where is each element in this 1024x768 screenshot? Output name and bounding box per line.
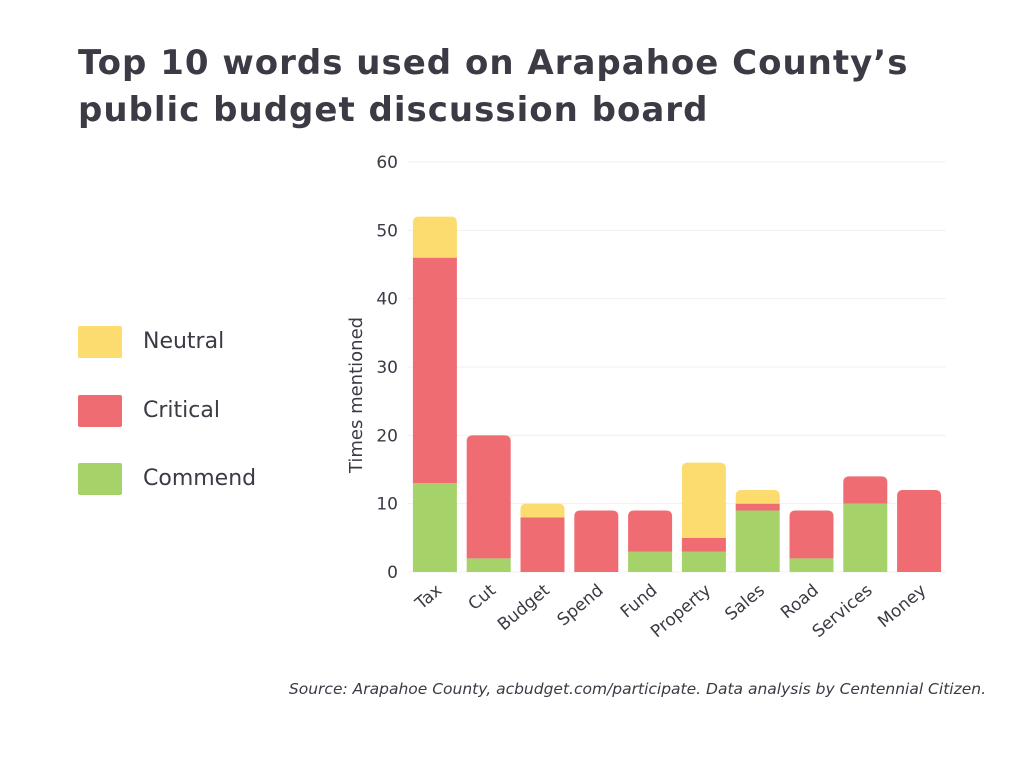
bar-cut-critical <box>466 435 511 559</box>
bars <box>412 216 942 572</box>
bar-tax-neutral <box>412 216 457 258</box>
y-axis-ticks: 0 10 20 30 40 50 60 <box>376 153 398 583</box>
x-tick-label-tax: Tax <box>411 581 446 615</box>
legend-item-neutral: Neutral <box>78 326 338 360</box>
bar-sales-critical <box>735 503 780 511</box>
bar-road-critical <box>789 510 834 559</box>
legend-item-commend: Commend <box>78 463 338 497</box>
x-tick-label-road: Road <box>777 581 823 624</box>
legend-label-commend: Commend <box>143 466 257 491</box>
y-tick-label: 30 <box>376 358 398 378</box>
x-tick-label-cut: Cut <box>465 580 501 614</box>
x-tick-label-spend: Spend <box>554 581 608 631</box>
y-tick-label: 10 <box>376 495 398 515</box>
x-tick-label-services: Services <box>809 580 877 641</box>
y-tick-label: 0 <box>387 563 398 583</box>
y-tick-label: 60 <box>376 153 398 173</box>
x-tick-label-sales: Sales <box>721 580 769 624</box>
legend-label-critical: Critical <box>143 398 220 423</box>
bar-property-critical <box>681 537 726 552</box>
bar-spend-critical <box>574 510 619 572</box>
bar-sales-commend <box>735 510 780 572</box>
x-tick-label-property: Property <box>647 581 715 643</box>
bar-budget-neutral <box>520 503 565 518</box>
bar-fund-commend <box>628 551 673 572</box>
bar-property-commend <box>681 551 726 572</box>
chart-title: Top 10 words used on Arapahoe County’s p… <box>78 43 909 130</box>
x-tick-label-fund: Fund <box>617 581 661 623</box>
source-note: Source: Arapahoe County, acbudget.com/pa… <box>288 680 986 698</box>
bar-tax-critical <box>412 257 457 484</box>
bar-money-critical <box>897 490 942 572</box>
y-tick-label: 20 <box>376 426 398 446</box>
bar-property-neutral <box>681 462 726 538</box>
legend-swatch-commend <box>78 463 122 495</box>
bar-budget-critical <box>520 517 565 572</box>
bar-fund-critical <box>628 510 673 552</box>
bar-road-commend <box>789 558 834 572</box>
bar-services-critical <box>843 476 888 504</box>
x-tick-label-budget: Budget <box>494 580 554 635</box>
legend-label-neutral: Neutral <box>143 329 225 354</box>
y-tick-label: 50 <box>376 221 398 241</box>
legend-item-critical: Critical <box>78 395 338 429</box>
bar-tax-commend <box>412 483 457 572</box>
bar-cut-commend <box>466 558 511 572</box>
bar-sales-neutral <box>735 490 780 504</box>
legend-swatch-critical <box>78 395 122 427</box>
y-tick-label: 40 <box>376 290 398 310</box>
bar-services-commend <box>843 503 888 572</box>
y-axis-label: Times mentioned <box>346 317 367 474</box>
legend-swatch-neutral <box>78 326 122 358</box>
x-tick-label-money: Money <box>874 581 930 633</box>
